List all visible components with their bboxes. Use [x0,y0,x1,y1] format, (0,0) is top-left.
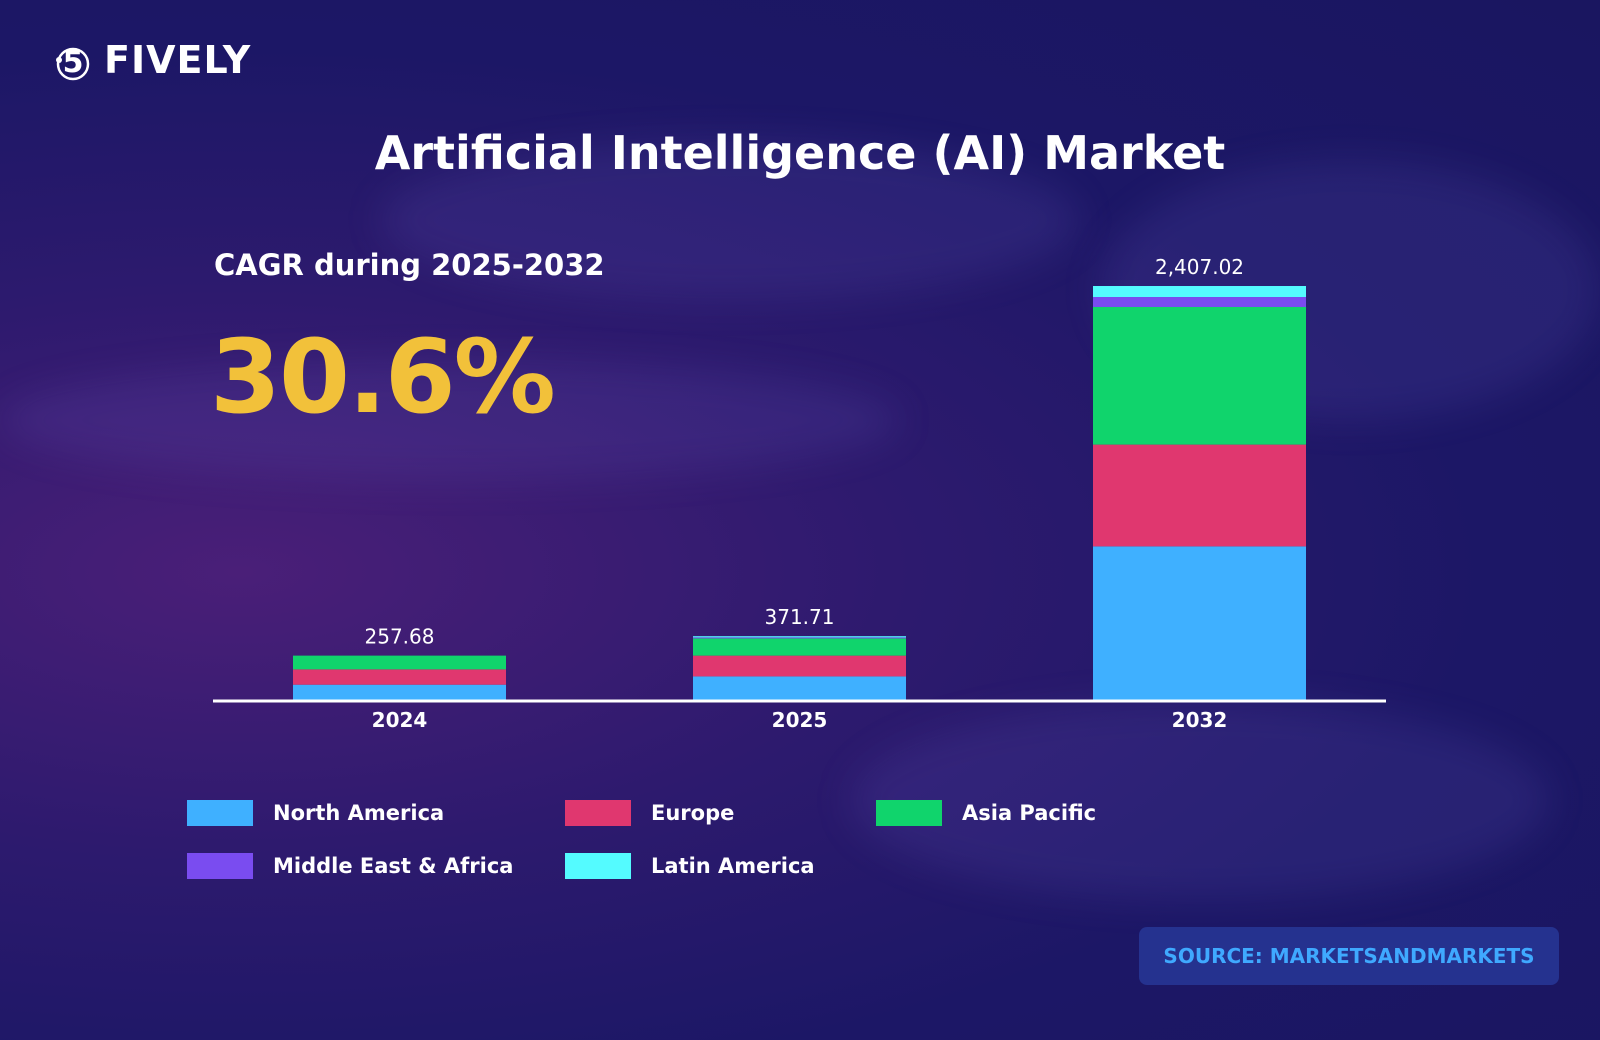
brand-name: FIVELY [104,38,252,82]
svg-text:5: 5 [63,45,84,80]
legend-swatch [187,853,253,879]
legend-swatch [565,853,631,879]
bar-segment-2024-europe [293,669,506,685]
brand-logo: 5 FIVELY [52,38,251,82]
bar-segment-2032-latin-america [1093,286,1306,298]
bar-segment-2025-north-america [693,676,906,700]
legend-label: Middle East & Africa [273,854,514,878]
background-wave [0,360,900,480]
x-tick-label: 2032 [1172,708,1228,732]
bar-segment-2025-europe [693,655,906,677]
bar-segment-2025-latin-america [693,636,906,638]
source-badge: SOURCE: MARKETSANDMARKETS [1139,927,1559,985]
legend-item: North America [187,800,444,826]
cagr-label: CAGR during 2025-2032 [214,248,605,282]
bar-segment-2032-middle-east-africa [1093,297,1306,307]
total-label: 2,407.02 [1155,255,1244,279]
bar-segment-2024-asia-pacific [293,655,506,670]
legend-label: Latin America [651,854,815,878]
legend-label: Europe [651,801,735,825]
five-orbit-logo-icon: 5 [56,45,90,81]
bar-segment-2025-middle-east-africa [693,637,906,639]
page-title: Artificial Intelligence (AI) Market [374,126,1226,180]
bar-segment-2024-north-america [293,684,506,700]
bar-segment-2032-north-america [1093,546,1306,700]
bar-segment-2032-europe [1093,444,1306,547]
legend-item: Europe [565,800,734,826]
background-wave [850,700,1550,900]
background-wave [380,140,1080,300]
bar-segment-2032-asia-pacific [1093,306,1306,445]
total-label: 257.68 [365,625,435,649]
legend-item: Latin America [565,853,815,879]
legend-swatch [876,800,942,826]
total-label: 371.71 [765,605,835,629]
legend-swatch [565,800,631,826]
legend-label: North America [273,801,445,825]
legend-swatch [187,800,253,826]
x-tick-label: 2025 [772,708,828,732]
bar-segment-2025-asia-pacific [693,638,906,656]
legend-label: Asia Pacific [962,801,1097,825]
legend-item: Middle East & Africa [187,853,513,879]
cagr-value: 30.6% [210,318,556,437]
legend-item: Asia Pacific [876,800,1096,826]
x-tick-label: 2024 [372,708,428,732]
